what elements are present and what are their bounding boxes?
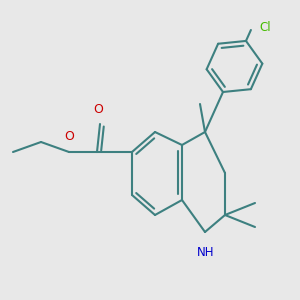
Text: O: O	[93, 103, 103, 116]
Text: O: O	[64, 130, 74, 143]
Text: NH: NH	[197, 246, 215, 259]
Text: Cl: Cl	[259, 22, 271, 34]
